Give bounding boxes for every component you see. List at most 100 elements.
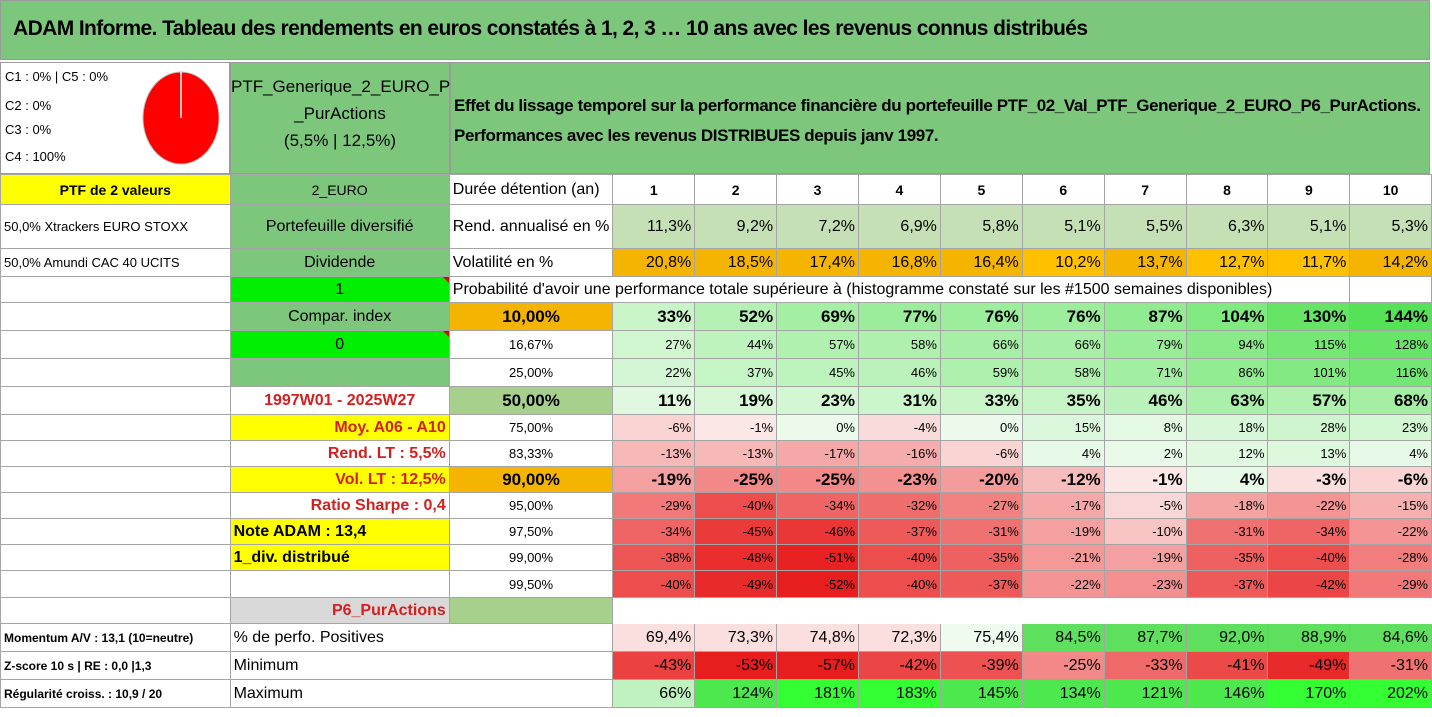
momentum-label: Momentum A/V : 13,1 (10=neutre): [0, 623, 231, 652]
prob-value: -17%: [1021, 492, 1105, 519]
legend-c4: C4 : 100%: [5, 149, 66, 164]
minimum-row: Z-score 10 s | RE : 0,0 |1,3 Minimum -43% -…: [0, 651, 1432, 680]
percentile-label: 99,50%: [448, 570, 614, 598]
prob-row: 99,50% -40% -49% -52% -40% -37% -22% -23% -37% -4…: [0, 570, 1432, 598]
prob-value: -10%: [1103, 518, 1187, 545]
prob-value: 19%: [694, 386, 778, 415]
year-header: 8: [1185, 174, 1269, 205]
percentile-label: 10,00%: [448, 302, 614, 331]
empty-cell: [939, 597, 1023, 624]
empty-cell: [0, 544, 231, 571]
prob-value: 130%: [1267, 302, 1351, 331]
rend-value: 9,2%: [694, 204, 778, 249]
prob-value: 68%: [1349, 386, 1432, 415]
prob-value: 4%: [1349, 440, 1432, 467]
minimum-label: Minimum: [229, 651, 614, 680]
prob-value: -17%: [776, 440, 859, 467]
dividend-label: Dividende: [229, 248, 450, 277]
vol-lt-label: Vol. LT : 12,5%: [229, 466, 450, 493]
prob-row: Rend. LT : 5,5% 83,33% -13% -13% -17% -16% -6%…: [0, 440, 1432, 467]
prob-value: 66%: [939, 330, 1023, 359]
prob-value: 63%: [1185, 386, 1269, 415]
empty-cell: [0, 597, 231, 624]
prob-value: 59%: [939, 358, 1023, 387]
prob-value: 22%: [612, 358, 696, 387]
ptf-count-label: PTF de 2 valeurs: [0, 174, 231, 205]
currency-label: 2_EURO: [229, 174, 450, 205]
rend-value: 5,5%: [1103, 204, 1187, 249]
prob-value: 13%: [1267, 440, 1351, 467]
prob-row: 0 16,67% 27% 44% 57% 58% 66% 66% 79% 94% 115% 128%: [0, 330, 1432, 359]
prob-value: -40%: [858, 570, 941, 598]
empty-cell: [0, 302, 231, 331]
portfolio-name-line1: PTF_Generique_2_EURO_P6: [231, 77, 460, 96]
prob-value: -37%: [858, 518, 941, 545]
prob-value: 69%: [776, 302, 859, 331]
maximum-value: 183%: [858, 679, 941, 708]
vol-value: 12,7%: [1185, 248, 1269, 277]
prob-row: 1_div. distribué 99,00% -38% -48% -51% -40% -3…: [0, 544, 1432, 571]
prob-value: -35%: [939, 544, 1023, 571]
year-header: 2: [694, 174, 778, 205]
percentile-label: 16,67%: [448, 330, 614, 359]
prob-row: 25,00% 22% 37% 45% 46% 59% 58% 71% 86% 101% 116%: [0, 358, 1432, 387]
prob-value: 18%: [1185, 414, 1269, 441]
prob-value: -13%: [694, 440, 778, 467]
header-row: PTF de 2 valeurs 2_EURO Durée détention (a…: [0, 174, 1432, 205]
prob-value: -38%: [612, 544, 696, 571]
empty-cell: [694, 597, 778, 624]
positives-value: 84,5%: [1021, 623, 1105, 652]
prob-value: -51%: [776, 544, 859, 571]
empty-cell: [0, 518, 231, 545]
prob-value: 58%: [1021, 358, 1105, 387]
rend-value: 5,1%: [1021, 204, 1105, 249]
diversified-label: Portefeuille diversifié: [229, 204, 450, 249]
prob-value: -37%: [1185, 570, 1269, 598]
prob-value: 44%: [694, 330, 778, 359]
minimum-value: -43%: [612, 651, 696, 680]
adam-note-label: Note ADAM : 13,4: [229, 518, 450, 545]
legend-c1-c5: C1 : 0% | C5 : 0%: [5, 69, 109, 84]
prob-value: 45%: [776, 358, 859, 387]
rend-value: 7,2%: [776, 204, 859, 249]
year-header: 9: [1267, 174, 1351, 205]
vol-value: 16,4%: [939, 248, 1023, 277]
positives-row: Momentum A/V : 13,1 (10=neutre)% de perf…: [0, 623, 1432, 652]
year-header: 3: [776, 174, 859, 205]
prob-value: -34%: [1267, 518, 1351, 545]
prob-value: 8%: [1103, 414, 1187, 441]
asset-2: 50,0% Amundi CAC 40 UCITS: [0, 248, 231, 277]
prob-value: -49%: [694, 570, 778, 598]
rend-label: Rend. annualisé en %: [448, 204, 614, 249]
year-header: 1: [612, 174, 696, 205]
prob-value: -52%: [776, 570, 859, 598]
prob-value: -5%: [1103, 492, 1187, 519]
dividend-count-label: 1_div. distribué: [229, 544, 450, 571]
prob-value: -3%: [1267, 466, 1351, 493]
vol-row: 50,0% Amundi CAC 40 UCITS Dividende Volati…: [0, 248, 1432, 277]
year-header: 5: [939, 174, 1023, 205]
prob-value: -16%: [858, 440, 941, 467]
portfolio-stats: (5,5% | 12,5%): [283, 131, 397, 150]
one-value-cell: 1: [229, 276, 450, 303]
prob-value: 128%: [1349, 330, 1432, 359]
legend-c2: C2 : 0%: [5, 98, 52, 113]
prob-value: -1%: [694, 414, 778, 441]
positives-value: 84,6%: [1349, 623, 1432, 652]
positives-value: 73,3%: [694, 623, 778, 652]
prob-value: -40%: [858, 544, 941, 571]
vol-value: 16,8%: [858, 248, 941, 277]
prob-value: 144%: [1349, 302, 1432, 331]
prob-value: -4%: [858, 414, 941, 441]
prob-value: 52%: [694, 302, 778, 331]
minimum-value: -42%: [858, 651, 941, 680]
prob-row: Moy. A06 - A10 75,00% -6% -1% 0% -4% 0% 15% 8% 18…: [0, 414, 1432, 441]
prob-value: -6%: [939, 440, 1023, 467]
empty-cell: [1349, 597, 1432, 624]
empty-cell: [1103, 597, 1187, 624]
prob-value: -45%: [694, 518, 778, 545]
positives-value: 74,8%: [776, 623, 859, 652]
prob-value: -6%: [1349, 466, 1432, 493]
vol-value: 10,2%: [1021, 248, 1105, 277]
